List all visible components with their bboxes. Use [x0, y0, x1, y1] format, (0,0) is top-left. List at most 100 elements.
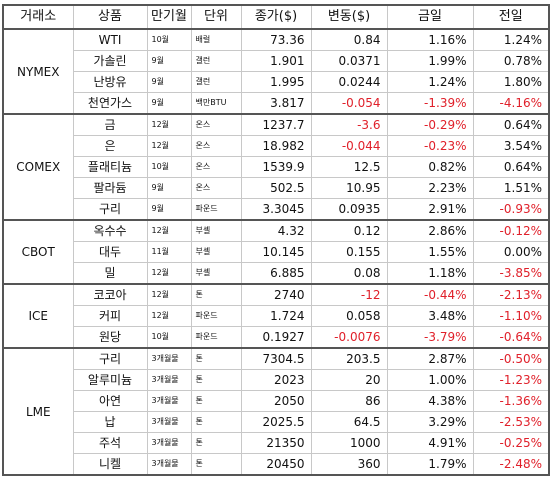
item-cell: 난방유	[72, 71, 148, 93]
month-cell: 9월	[146, 177, 192, 199]
prev-pct-cell: 0.64%	[472, 113, 550, 136]
change-cell: -12	[310, 283, 388, 306]
unit-cell: 부셸	[190, 241, 242, 263]
close-cell: 6.885	[240, 262, 312, 285]
unit-cell: 온스	[190, 113, 242, 136]
unit-cell: 파운드	[190, 326, 242, 349]
change-cell: 0.155	[310, 241, 388, 263]
month-cell: 3개월물	[146, 347, 192, 370]
today-pct-cell: 1.00%	[386, 369, 474, 391]
table-row: 난방유 9월 갤런 1.995 0.0244 1.24% 1.80%	[3, 71, 550, 93]
month-cell: 9월	[146, 50, 192, 72]
close-cell: 7304.5	[240, 347, 312, 370]
table-row: 은 12월 온스 18.982 -0.044 -0.23% 3.54%	[3, 135, 550, 157]
change-cell: 64.5	[310, 411, 388, 433]
close-cell: 18.982	[240, 135, 312, 157]
close-cell: 2740	[240, 283, 312, 306]
prev-pct-cell: -1.10%	[472, 305, 550, 327]
month-cell: 12월	[146, 135, 192, 157]
column-header-today: 금일	[386, 4, 474, 30]
table-row: 원당 10월 파운드 0.1927 -0.0076 -3.79% -0.64%	[3, 326, 550, 349]
unit-cell: 파운드	[190, 305, 242, 327]
table-row: 밀 12월 부셸 6.885 0.08 1.18% -3.85%	[3, 262, 550, 285]
month-cell: 11월	[146, 241, 192, 263]
column-header-unit: 단위	[190, 4, 242, 30]
close-cell: 502.5	[240, 177, 312, 199]
change-cell: 360	[310, 453, 388, 476]
today-pct-cell: 1.16%	[386, 28, 474, 51]
exchange-cell: CBOT	[2, 219, 74, 285]
unit-cell: 온스	[190, 135, 242, 157]
prev-pct-cell: 1.51%	[472, 177, 550, 199]
month-cell: 12월	[146, 262, 192, 285]
exchange-cell: NYMEX	[2, 28, 74, 115]
close-cell: 73.36	[240, 28, 312, 51]
prev-pct-cell: 0.78%	[472, 50, 550, 72]
close-cell: 1539.9	[240, 156, 312, 178]
today-pct-cell: 0.82%	[386, 156, 474, 178]
today-pct-cell: 2.86%	[386, 219, 474, 242]
close-cell: 3.3045	[240, 198, 312, 221]
item-cell: 니켈	[72, 453, 148, 476]
prev-pct-cell: 0.00%	[472, 241, 550, 263]
change-cell: 0.0244	[310, 71, 388, 93]
change-cell: 1000	[310, 432, 388, 454]
close-cell: 3.817	[240, 92, 312, 115]
table-row: COMEX 금 12월 온스 1237.7 -3.6 -0.29% 0.64%	[2, 113, 550, 221]
today-pct-cell: 4.38%	[386, 390, 474, 412]
month-cell: 3개월물	[146, 369, 192, 391]
month-cell: 10월	[146, 156, 192, 178]
prev-pct-cell: -1.23%	[472, 369, 550, 391]
table-row: 가솔린 9월 갤런 1.901 0.0371 1.99% 0.78%	[3, 50, 550, 72]
close-cell: 1.724	[240, 305, 312, 327]
unit-cell: 배럴	[190, 28, 242, 51]
month-cell: 10월	[146, 326, 192, 349]
month-cell: 12월	[146, 219, 192, 242]
table-row: NYMEX WTI 10월 배럴 73.36 0.84 1.16% 1.24%	[2, 28, 550, 115]
unit-cell: 파운드	[190, 198, 242, 221]
item-cell: 은	[72, 135, 148, 157]
table-body: NYMEX WTI 10월 배럴 73.36 0.84 1.16% 1.24% 가솔린 9월 갤런 1…	[2, 28, 550, 476]
close-cell: 10.145	[240, 241, 312, 263]
today-pct-cell: -3.79%	[386, 326, 474, 349]
change-cell: 0.0935	[310, 198, 388, 221]
table-row: 커피 12월 파운드 1.724 0.058 3.48% -1.10%	[3, 305, 550, 327]
table-row: 팔라듐 9월 온스 502.5 10.95 2.23% 1.51%	[3, 177, 550, 199]
column-header-exchange: 거래소	[2, 4, 74, 30]
table-row: 대두 11월 부셸 10.145 0.155 1.55% 0.00%	[3, 241, 550, 263]
unit-cell: 갤런	[190, 50, 242, 72]
close-cell: 1.995	[240, 71, 312, 93]
column-header-month: 만기월	[146, 4, 192, 30]
item-cell: 코코아	[72, 283, 148, 306]
column-header-change: 변동($)	[310, 4, 388, 30]
table-row: 알루미늄 3개월물 톤 2023 20 1.00% -1.23%	[3, 369, 550, 391]
month-cell: 3개월물	[146, 390, 192, 412]
prev-pct-cell: 3.54%	[472, 135, 550, 157]
exchange-cell: LME	[2, 347, 74, 476]
close-cell: 2023	[240, 369, 312, 391]
prev-pct-cell: -0.50%	[472, 347, 550, 370]
exchange-cell: ICE	[2, 283, 74, 349]
close-cell: 0.1927	[240, 326, 312, 349]
unit-cell: 톤	[190, 283, 242, 306]
today-pct-cell: 1.18%	[386, 262, 474, 285]
change-cell: 0.08	[310, 262, 388, 285]
today-pct-cell: 1.79%	[386, 453, 474, 476]
exchange-cell: COMEX	[2, 113, 74, 221]
close-cell: 2025.5	[240, 411, 312, 433]
item-cell: 주석	[72, 432, 148, 454]
today-pct-cell: 2.87%	[386, 347, 474, 370]
item-cell: 플래티늄	[72, 156, 148, 178]
unit-cell: 온스	[190, 156, 242, 178]
today-pct-cell: 2.91%	[386, 198, 474, 221]
change-cell: -0.054	[310, 92, 388, 115]
item-cell: 구리	[72, 347, 148, 370]
table-row: 주석 3개월물 톤 21350 1000 4.91% -0.25%	[3, 432, 550, 454]
table-row: 천연가스 9월 백만BTU 3.817 -0.054 -1.39% -4.16%	[3, 92, 550, 115]
item-cell: 구리	[72, 198, 148, 221]
prev-pct-cell: -2.53%	[472, 411, 550, 433]
item-cell: 알루미늄	[72, 369, 148, 391]
today-pct-cell: 4.91%	[386, 432, 474, 454]
prev-pct-cell: -0.25%	[472, 432, 550, 454]
change-cell: -0.0076	[310, 326, 388, 349]
